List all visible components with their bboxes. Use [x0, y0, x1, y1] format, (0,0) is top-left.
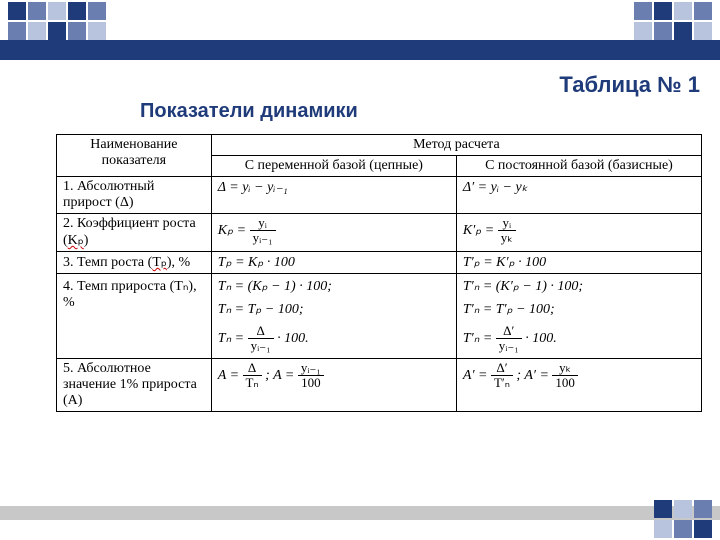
row-name: 1. Абсолютный прирост (Δ): [57, 177, 212, 214]
header-name: Наименование показателя: [57, 135, 212, 177]
deco-square: [654, 500, 672, 518]
row-chain: A = ΔTₙ ; A = yᵢ₋₁100: [211, 358, 456, 411]
deco-square: [634, 22, 652, 40]
header-method: Метод расчета: [211, 135, 701, 156]
table-row: 4. Темп прироста (Tₙ), % Tₙ = (Kₚ − 1) ·…: [57, 274, 702, 359]
table-container: Наименование показателя Метод расчета С …: [56, 134, 702, 500]
row-name: 4. Темп прироста (Tₙ), %: [57, 274, 212, 359]
bottom-bar: [0, 506, 720, 520]
top-bar: [0, 40, 720, 60]
row-base: T′ₚ = K′ₚ · 100: [456, 252, 701, 274]
dynamics-table: Наименование показателя Метод расчета С …: [56, 134, 702, 412]
deco-square: [48, 22, 66, 40]
table-row: 3. Темп роста (Tₚ), % Tₚ = Kₚ · 100 T′ₚ …: [57, 252, 702, 274]
deco-square: [694, 500, 712, 518]
deco-square: [674, 520, 692, 538]
deco-square: [28, 22, 46, 40]
row-base: T′ₙ = (K′ₚ − 1) · 100; T′ₙ = T′ₚ − 100; …: [456, 274, 701, 359]
header-base: С постоянной базой (базисные): [456, 156, 701, 177]
top-decoration: [0, 0, 720, 70]
deco-square: [674, 22, 692, 40]
deco-square: [694, 520, 712, 538]
deco-square: [8, 22, 26, 40]
deco-square: [674, 500, 692, 518]
row-name: 3. Темп роста (Tₚ), %: [57, 252, 212, 274]
row-chain: Δ = yᵢ − yᵢ₋₁: [211, 177, 456, 214]
deco-square: [634, 2, 652, 20]
deco-square: [8, 2, 26, 20]
row-base: K′ₚ = yᵢyₖ: [456, 214, 701, 252]
row-base: Δ′ = yᵢ − yₖ: [456, 177, 701, 214]
deco-square: [68, 22, 86, 40]
table-row: 5. Абсолютное значение 1% прироста (A) A…: [57, 358, 702, 411]
deco-square: [654, 2, 672, 20]
header-chain: С переменной базой (цепные): [211, 156, 456, 177]
deco-square: [48, 2, 66, 20]
deco-square: [674, 2, 692, 20]
deco-square: [694, 2, 712, 20]
table-row: 1. Абсолютный прирост (Δ) Δ = yᵢ − yᵢ₋₁ …: [57, 177, 702, 214]
deco-square: [68, 2, 86, 20]
row-name: 2. Коэффициент роста (Kₚ): [57, 214, 212, 252]
header-row-1: Наименование показателя Метод расчета: [57, 135, 702, 156]
deco-square: [694, 22, 712, 40]
page-title-right: Таблица № 1: [559, 72, 700, 98]
deco-square: [88, 22, 106, 40]
deco-square: [28, 2, 46, 20]
deco-square: [88, 2, 106, 20]
page-subtitle: Показатели динамики: [140, 100, 358, 123]
deco-square: [654, 22, 672, 40]
table-row: 2. Коэффициент роста (Kₚ) Kₚ = yᵢyᵢ₋₁ K′…: [57, 214, 702, 252]
bottom-decoration: [0, 494, 720, 540]
deco-square: [654, 520, 672, 538]
row-chain: Kₚ = yᵢyᵢ₋₁: [211, 214, 456, 252]
row-name: 5. Абсолютное значение 1% прироста (A): [57, 358, 212, 411]
row-base: A′ = Δ′T′ₙ ; A′ = yₖ100: [456, 358, 701, 411]
row-chain: Tₙ = (Kₚ − 1) · 100; Tₙ = Tₚ − 100; Tₙ =…: [211, 274, 456, 359]
row-chain: Tₚ = Kₚ · 100: [211, 252, 456, 274]
